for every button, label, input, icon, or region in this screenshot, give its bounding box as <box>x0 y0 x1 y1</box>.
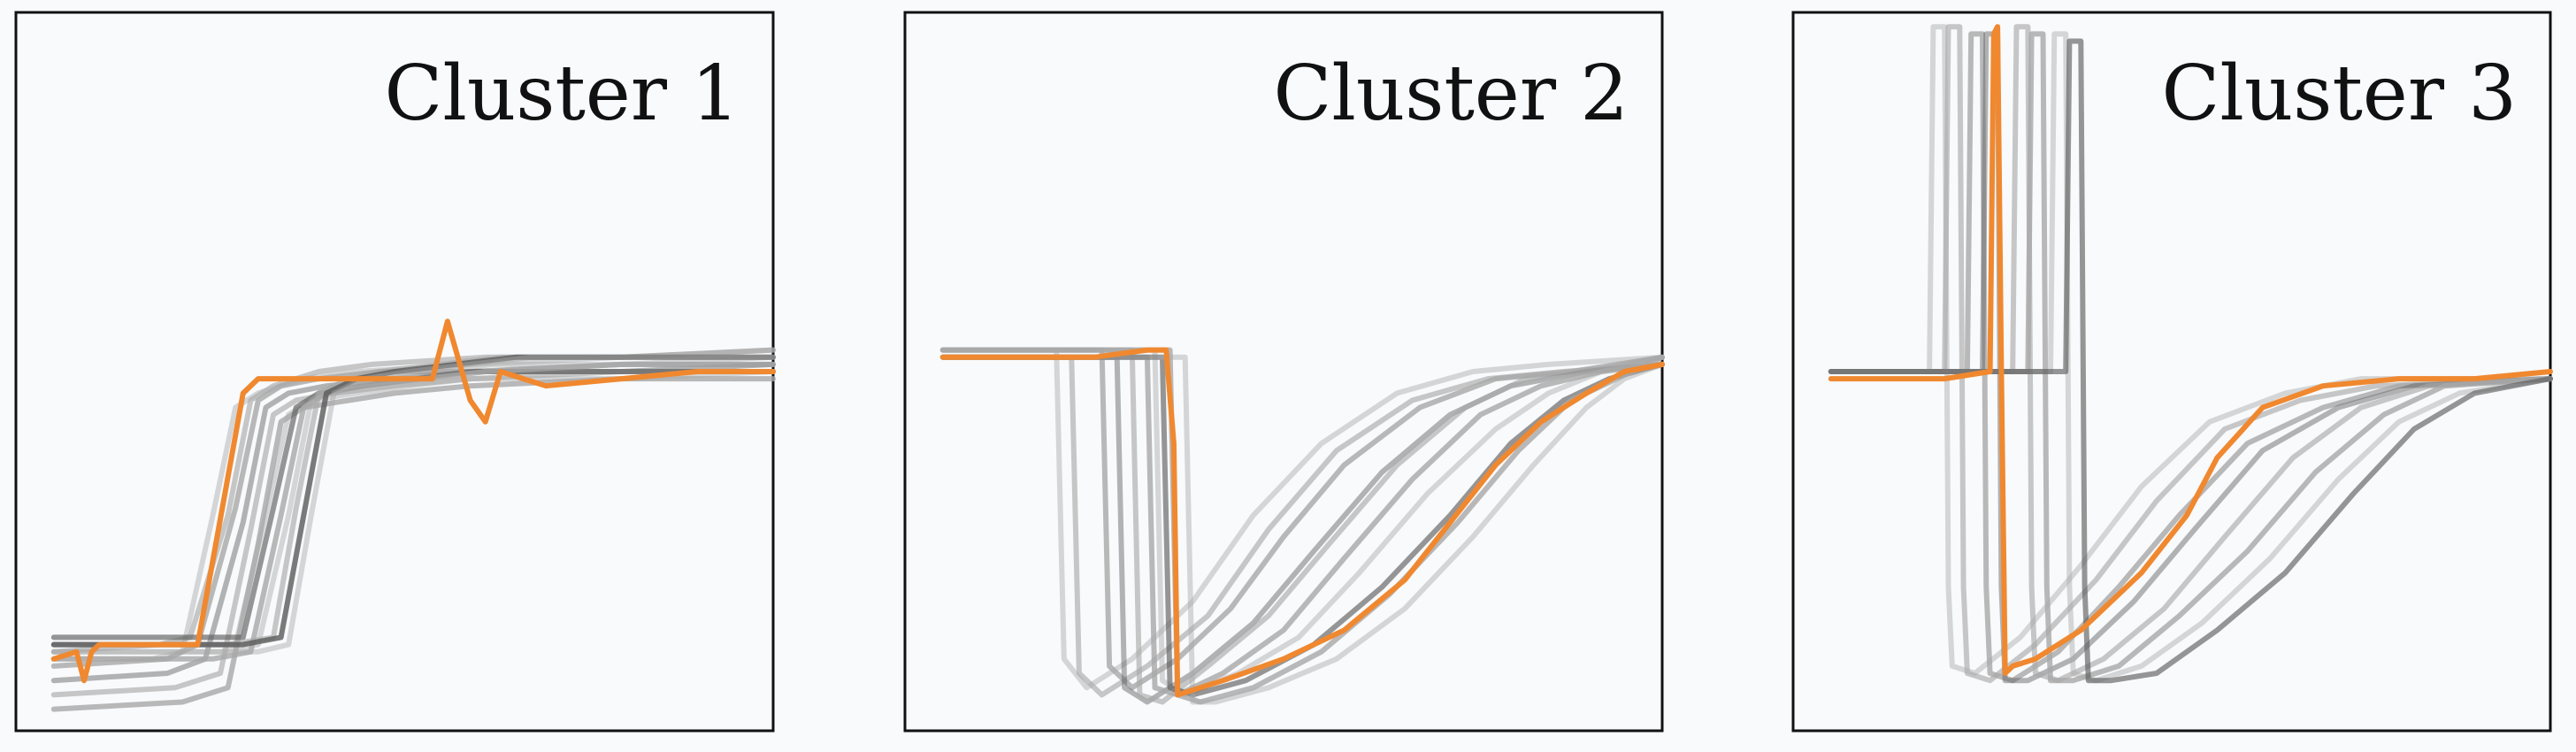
trace-line <box>1828 38 2553 684</box>
highlighted-trace-line <box>1828 24 2553 676</box>
trace-line <box>1828 24 2553 684</box>
panel-cluster-1: Cluster 1 <box>14 11 776 733</box>
highlighted-trace-line <box>939 347 1665 698</box>
traces-cluster-3 <box>1828 24 2553 684</box>
trace-line <box>939 347 1665 691</box>
highlighted-trace-line <box>50 318 776 684</box>
panel-cluster-2: Cluster 2 <box>903 11 1665 733</box>
panel-title: Cluster 1 <box>385 50 740 138</box>
traces-cluster-1 <box>50 318 776 712</box>
panel-title: Cluster 3 <box>2162 50 2517 138</box>
panel-title: Cluster 2 <box>1274 50 1629 138</box>
trace-line <box>1828 31 2553 684</box>
trace-line <box>939 354 1665 698</box>
trace-line <box>939 354 1665 705</box>
trace-line <box>939 347 1665 705</box>
panel-cluster-3: Cluster 3 <box>1791 11 2553 733</box>
traces-cluster-2 <box>939 347 1665 705</box>
trace-line <box>1828 31 2553 684</box>
trace-line <box>939 347 1665 691</box>
trace-line <box>939 354 1665 705</box>
trace-line <box>1828 24 2553 676</box>
trace-line <box>939 354 1665 698</box>
panel-frame <box>1791 11 2552 733</box>
trace-line <box>1828 24 2553 684</box>
trace-line <box>939 347 1665 698</box>
